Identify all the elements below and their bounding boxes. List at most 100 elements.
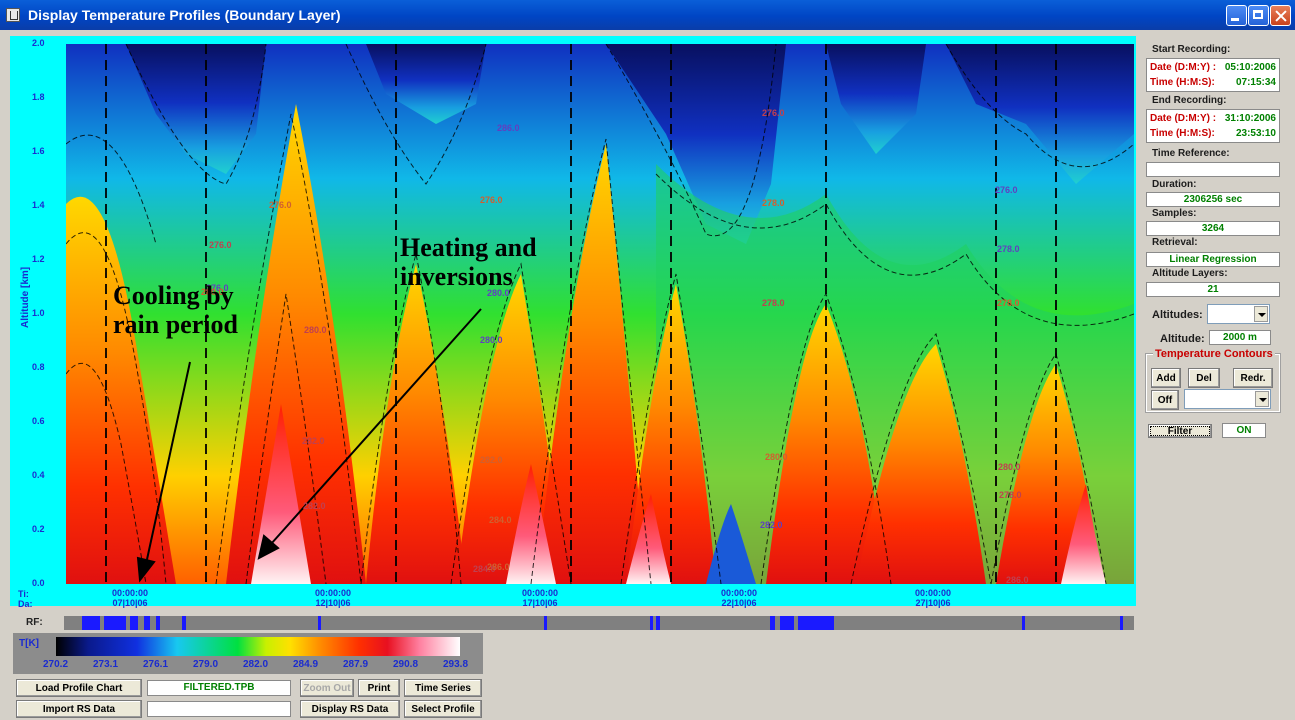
color-legend: T[K] 270.2 273.1 276.1 279.0 282.0 284.9…: [13, 633, 483, 674]
contour-value-label: 280.0: [998, 462, 1021, 472]
legend-tick: 290.8: [393, 659, 419, 670]
rs-data-field: [147, 701, 291, 717]
x-tick: 00:00:00 22|10|06: [720, 588, 758, 608]
contour-value-label: 286.0: [487, 562, 510, 572]
rain-flag-bar: [64, 616, 1134, 630]
temperature-contour-plot[interactable]: 276.0 276.0 276.0 276.0 276.0 276.0 280.0 280.0…: [66, 44, 1134, 584]
contour-value-label: 278.0: [999, 490, 1022, 500]
y-axis-label: Altitude [km]: [20, 266, 31, 328]
x-tick: 00:00:00 17|10|06: [521, 588, 559, 608]
contour-value-label: 284.0: [473, 564, 496, 574]
end-time-label: Time (H:M:S):: [1150, 128, 1215, 139]
contour-value-label: 282.0: [303, 501, 326, 511]
chevron-down-icon[interactable]: [1254, 306, 1268, 322]
end-date-value: 31:10:2006: [1224, 113, 1276, 124]
rain-flag-segment: [656, 616, 660, 630]
minimize-button[interactable]: [1226, 5, 1247, 26]
rain-flag-segment: [544, 616, 547, 630]
rain-flag-segment: [780, 616, 794, 630]
contour-value-label: 282.0: [480, 455, 503, 465]
legend-tick: 279.0: [193, 659, 219, 670]
end-recording-box: Date (D:M:Y) : 31:10:2006 Time (H:M:S): …: [1146, 109, 1280, 143]
altitudes-select[interactable]: [1207, 304, 1270, 324]
legend-tick: 273.1: [93, 659, 119, 670]
rain-flag-segment: [1022, 616, 1025, 630]
maximize-button[interactable]: [1248, 5, 1269, 26]
y-tick: 2.0: [32, 38, 45, 48]
legend-tick: 287.9: [343, 659, 369, 670]
start-time-label: Time (H:M:S):: [1150, 77, 1215, 88]
annotation-cooling: Cooling by rain period: [113, 281, 238, 339]
samples-field: 3264: [1146, 221, 1280, 236]
contour-value-label: 278.0: [997, 298, 1020, 308]
contour-graphic: [66, 44, 1134, 584]
display-rs-data-button[interactable]: Display RS Data: [300, 700, 400, 718]
altitudes-label: Altitudes:: [1152, 309, 1203, 321]
load-profile-chart-button[interactable]: Load Profile Chart: [16, 679, 142, 697]
y-tick: 0.2: [32, 524, 45, 534]
rain-flag-segment: [1120, 616, 1123, 630]
legend-tick: 276.1: [143, 659, 169, 670]
contour-value-label: 280.0: [201, 287, 224, 297]
contour-value-label: 276.0: [209, 240, 232, 250]
rain-flag-segment: [130, 616, 138, 630]
filter-button[interactable]: Filter: [1148, 424, 1212, 438]
legend-tick: 284.9: [293, 659, 319, 670]
contour-value-label: 280.0: [304, 325, 327, 335]
altitude-layers-field: 21: [1146, 282, 1280, 297]
y-tick: 1.4: [32, 200, 45, 210]
delete-contour-button[interactable]: Del: [1188, 368, 1220, 388]
rain-flag-segment: [144, 616, 150, 630]
chevron-down-icon[interactable]: [1255, 391, 1269, 407]
start-recording-box: Date (D:M:Y) : 05:10:2006 Time (H:M:S): …: [1146, 58, 1280, 92]
file-name-field: FILTERED.TPB: [147, 680, 291, 696]
rain-flag-segment: [798, 616, 834, 630]
annotation-heating: Heating and inversions: [400, 233, 537, 291]
contour-value-label: 276.0: [206, 283, 229, 293]
y-tick: 0.4: [32, 470, 45, 480]
contour-value-label: 276.0: [480, 195, 503, 205]
app-icon[interactable]: [6, 8, 20, 22]
add-contour-button[interactable]: Add: [1151, 368, 1181, 388]
contour-select[interactable]: [1184, 389, 1271, 409]
contour-value-label: 280.0: [480, 335, 503, 345]
x-tick: 00:00:00 27|10|06: [914, 588, 952, 608]
duration-field: 2306256 sec: [1146, 192, 1280, 207]
time-reference-title: Time Reference:: [1152, 148, 1230, 159]
start-date-label: Date (D:M:Y) :: [1150, 62, 1217, 73]
x-time-row-label: Ti:: [18, 589, 29, 599]
rain-flag-segment: [182, 616, 186, 630]
import-rs-data-button[interactable]: Import RS Data: [16, 700, 142, 718]
contours-off-button[interactable]: Off: [1151, 390, 1179, 410]
contour-value-label: 276.0: [269, 200, 292, 210]
contour-value-label: 286.0: [1006, 575, 1029, 584]
retrieval-field: Linear Regression: [1146, 252, 1280, 267]
print-button[interactable]: Print: [358, 679, 400, 697]
end-date-label: Date (D:M:Y) :: [1150, 113, 1217, 124]
close-button[interactable]: [1270, 5, 1291, 26]
title-bar: Display Temperature Profiles (Boundary L…: [0, 0, 1295, 30]
zoom-out-button[interactable]: Zoom Out: [300, 679, 354, 697]
rain-flag-segment: [104, 616, 126, 630]
start-time-value: 07:15:34: [1235, 77, 1276, 88]
temperature-contours-title: Temperature Contours: [1153, 348, 1275, 360]
end-time-value: 23:53:10: [1235, 128, 1276, 139]
legend-colorbar: [56, 637, 460, 656]
start-date-value: 05:10:2006: [1224, 62, 1276, 73]
time-reference-field: [1146, 162, 1280, 177]
rf-label: RF:: [26, 617, 43, 628]
contour-value-label: 282.0: [302, 436, 325, 446]
rain-flag-segment: [82, 616, 100, 630]
altitude-label: Altitude:: [1160, 333, 1205, 345]
legend-tick: 270.2: [43, 659, 69, 670]
redraw-contours-button[interactable]: Redr.: [1233, 368, 1273, 388]
y-tick: 0.6: [32, 416, 45, 426]
y-tick: 0.0: [32, 578, 45, 588]
legend-tick: 293.8: [443, 659, 469, 670]
time-series-button[interactable]: Time Series: [404, 679, 482, 697]
y-tick: 1.8: [32, 92, 45, 102]
contour-value-label: 284.0: [489, 515, 512, 525]
legend-unit-label: T[K]: [19, 638, 39, 649]
contour-value-label: 276.0: [995, 185, 1018, 195]
select-profile-button[interactable]: Select Profile: [404, 700, 482, 718]
